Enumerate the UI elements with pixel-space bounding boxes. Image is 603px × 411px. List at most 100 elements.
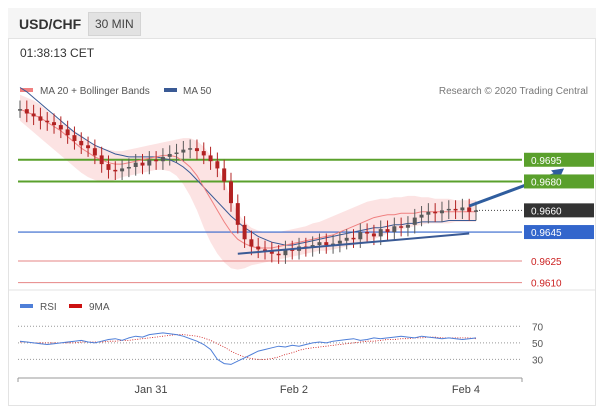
copyright-label: Research © 2020 Trading Central	[439, 86, 588, 97]
price-label-0.9645: 0.9645	[531, 228, 562, 239]
rsi-tick-50: 50	[532, 339, 544, 350]
candle-body	[399, 226, 404, 228]
rsi-line	[19, 332, 477, 365]
candle-body	[433, 211, 438, 214]
candle-body	[65, 129, 70, 136]
candle-body	[215, 161, 220, 169]
candle-body	[133, 162, 138, 167]
candle-body	[188, 148, 193, 150]
support-trendline	[237, 232, 470, 255]
candle-body	[263, 249, 268, 251]
rsi-tick-30: 30	[532, 355, 544, 366]
candle-body	[18, 109, 22, 111]
candle-body	[154, 159, 159, 162]
candle-body	[344, 237, 349, 241]
candle-body	[167, 153, 172, 157]
candle-body	[446, 208, 451, 211]
candle-body	[228, 181, 233, 204]
candle-body	[86, 145, 91, 149]
candle-body	[52, 122, 57, 126]
rsi-legend-label: RSI	[40, 302, 57, 313]
candle-body	[474, 210, 478, 212]
candle-body	[147, 159, 152, 166]
candle-body	[467, 207, 472, 212]
candle-body	[201, 151, 206, 156]
price-label-box	[524, 174, 594, 189]
price-label-0.9695: 0.9695	[531, 156, 562, 167]
candle-body	[222, 168, 227, 182]
candle-body	[249, 239, 254, 247]
target-arrow-head	[551, 168, 565, 180]
ma50-legend-swatch	[164, 88, 177, 92]
candle-body	[276, 253, 281, 256]
candle-body	[106, 164, 111, 170]
candle-body	[38, 116, 43, 121]
candle-body	[92, 148, 97, 156]
candle-body	[31, 113, 36, 117]
price-label-0.9680: 0.9680	[531, 177, 562, 188]
candle-body	[419, 214, 424, 218]
rsi-tick-70: 70	[532, 322, 544, 333]
symbol-title: USD/CHF	[19, 16, 82, 32]
candle-body	[412, 217, 417, 225]
candle-body	[378, 229, 383, 237]
candle-body	[208, 155, 213, 162]
candle-body	[99, 155, 104, 165]
candle-body	[453, 208, 458, 211]
ma50-legend-label: MA 50	[183, 86, 212, 97]
candle-body	[113, 169, 118, 172]
candle-body	[439, 210, 444, 214]
candle-body	[331, 243, 336, 246]
candle-body	[385, 229, 390, 233]
candle-body	[371, 233, 376, 237]
candle-body	[72, 135, 77, 141]
timeframe-badge[interactable]: 30 MIN	[88, 12, 141, 36]
x-tick-label: Jan 31	[134, 384, 167, 396]
candle-body	[405, 224, 410, 228]
candle-body	[174, 152, 179, 155]
candle-body	[392, 226, 397, 233]
rsi-legend-swatch	[20, 304, 33, 308]
candle-body	[269, 250, 274, 254]
candle-body	[45, 120, 50, 123]
price-label-0.9610: 0.9610	[531, 279, 562, 290]
candle-body	[317, 242, 322, 246]
ma50-line	[19, 87, 476, 246]
candle-body	[256, 246, 261, 250]
bollinger-band-fill	[20, 94, 476, 270]
price-label-0.9660: 0.9660	[531, 206, 562, 217]
candle-body	[120, 168, 125, 172]
candle-body	[290, 249, 295, 251]
candle-body	[194, 148, 199, 152]
candle-body	[426, 211, 431, 215]
candle-body	[58, 125, 63, 130]
candle-body	[140, 162, 145, 166]
price-label-box	[524, 225, 594, 240]
candle-body	[160, 156, 165, 162]
candle-body	[24, 109, 29, 114]
price-label-box	[524, 152, 594, 167]
price-label-0.9625: 0.9625	[531, 257, 562, 268]
ma20-line	[19, 108, 476, 249]
candle-body	[242, 224, 247, 240]
candle-body	[235, 203, 240, 225]
candle-body	[181, 149, 186, 153]
price-label-box	[524, 203, 594, 218]
x-tick-label: Feb 2	[280, 384, 308, 396]
candle-body	[460, 207, 465, 211]
ma20-legend-swatch	[20, 88, 33, 92]
candle-body	[337, 240, 342, 244]
ma9-legend-label: 9MA	[89, 302, 110, 313]
ma9-line	[20, 334, 477, 360]
candle-body	[283, 249, 288, 256]
candle-body	[126, 166, 131, 169]
ma9-legend-swatch	[69, 304, 82, 308]
candle-body	[358, 232, 363, 240]
candle-body	[324, 242, 329, 246]
timestamp: 01:38:13 CET	[20, 46, 95, 60]
candle-body	[79, 140, 84, 146]
candle-body	[351, 237, 356, 240]
x-tick-label: Feb 4	[452, 384, 480, 396]
ma20-legend-label: MA 20 + Bollinger Bands	[40, 86, 150, 97]
